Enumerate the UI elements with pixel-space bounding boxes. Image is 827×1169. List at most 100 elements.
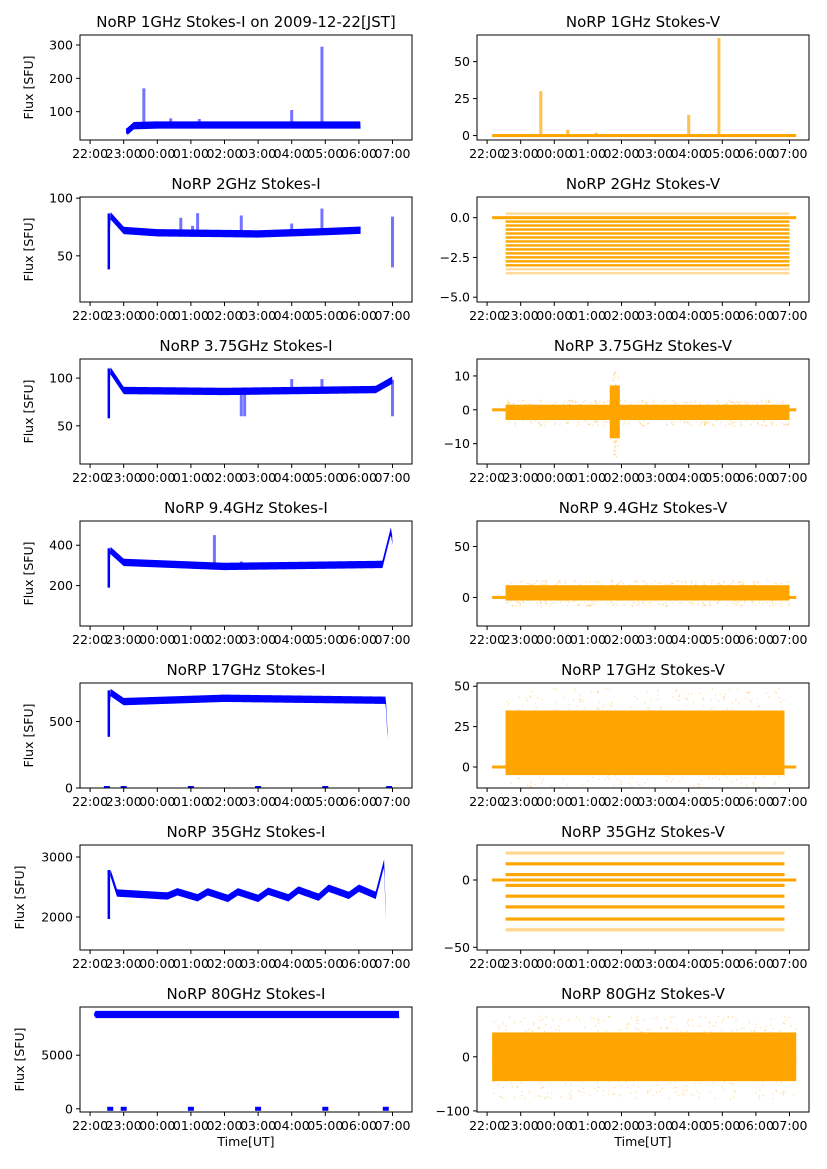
outlier-point [594,402,596,404]
outlier-point [725,403,727,405]
outlier-point [740,605,742,608]
quantized-level [505,894,785,898]
series-band [127,121,361,136]
y-tick-label: −2.5 [440,250,470,265]
outlier-point [571,400,574,402]
outlier-point [726,402,729,404]
outlier-point [665,605,667,607]
outlier-point [579,695,581,697]
outlier-point [711,688,713,690]
x-tick-label: 06:00 [738,632,774,647]
outlier-point [615,418,617,420]
outlier-point [771,600,773,603]
outlier-point [630,1092,632,1094]
outlier-point [613,1093,615,1095]
outlier-point [758,601,760,604]
outlier-point [540,602,543,604]
outlier-point [681,1089,684,1091]
outlier-point [615,421,618,423]
outlier-point [712,424,714,427]
x-tick-label: 06:00 [738,1118,774,1133]
quantized-level [505,216,790,219]
x-tick-label: 01:00 [173,632,209,647]
outlier-point [634,601,636,604]
outlier-point [773,605,775,607]
outlier-point [555,1029,557,1031]
outlier-point [780,605,782,608]
outlier-point [729,1098,732,1100]
outlier-point [550,785,552,787]
outlier-point [734,421,736,423]
outlier-point [642,420,645,422]
outlier-point [654,580,656,582]
outlier-point [570,1090,572,1093]
outlier-point [774,691,776,693]
quantized-level [505,260,790,263]
outlier-point [769,601,772,603]
outlier-point [724,404,726,406]
axes-frame [79,34,413,141]
outlier-point [507,602,509,604]
outlier-point [508,402,511,404]
data-points [107,527,393,588]
subplot-4: NoRP 2GHz Stokes-V0.0−2.5−5.022:0023:000… [440,175,810,323]
outlier-point [720,421,722,424]
x-tick-label: 02:00 [206,308,242,323]
axes-frame [476,196,810,303]
outlier-point [620,404,622,406]
zero-mark [107,1106,114,1111]
outlier-point [579,403,581,406]
outlier-point [612,584,614,586]
outlier-point [536,580,539,582]
outlier-point [769,402,771,404]
outlier-point [730,400,732,403]
outlier-point [691,581,693,584]
outlier-point [507,421,509,423]
outlier-point [614,446,616,449]
outlier-point [771,422,773,425]
x-tick-label: 23:00 [503,794,539,809]
outlier-point [666,1025,669,1028]
outlier-point [614,383,617,386]
outlier-point [554,423,556,426]
y-tick-label: 50 [454,54,470,69]
outlier-point [538,422,540,424]
x-tick-label: 01:00 [570,794,606,809]
outlier-point [623,423,625,425]
outlier-point [630,403,632,405]
outlier-point [540,1019,542,1021]
outlier-point [675,580,678,582]
outlier-point [784,1016,786,1018]
outlier-point [534,583,536,585]
zero-mark [103,786,110,788]
x-tick-label: 22:00 [72,308,108,323]
outlier-point [779,701,782,703]
outlier-point [580,698,582,701]
outlier-point [514,422,516,424]
outlier-point [623,423,625,425]
outlier-point [591,1017,593,1019]
outlier-point [712,404,714,406]
outlier-point [642,425,644,427]
outlier-point [706,403,708,405]
outlier-point [587,604,589,607]
zero-mark [120,786,127,788]
spike [290,223,294,233]
outlier-point [508,400,510,403]
outlier-point [606,421,608,423]
outlier-point [581,783,584,786]
outlier-point [772,404,774,406]
outlier-point [778,697,780,699]
outlier-point [780,582,783,585]
outlier-point [754,1029,756,1032]
outlier-point [716,399,718,402]
outlier-point [692,1025,694,1027]
outlier-point [616,406,618,409]
x-tick-label: 04:00 [274,308,310,323]
outlier-point [669,1020,672,1023]
outlier-point [778,775,780,778]
outlier-point [552,403,555,405]
outlier-point [590,690,593,693]
outlier-point [697,786,699,788]
y-axis-label: Flux [SFU] [21,218,36,282]
